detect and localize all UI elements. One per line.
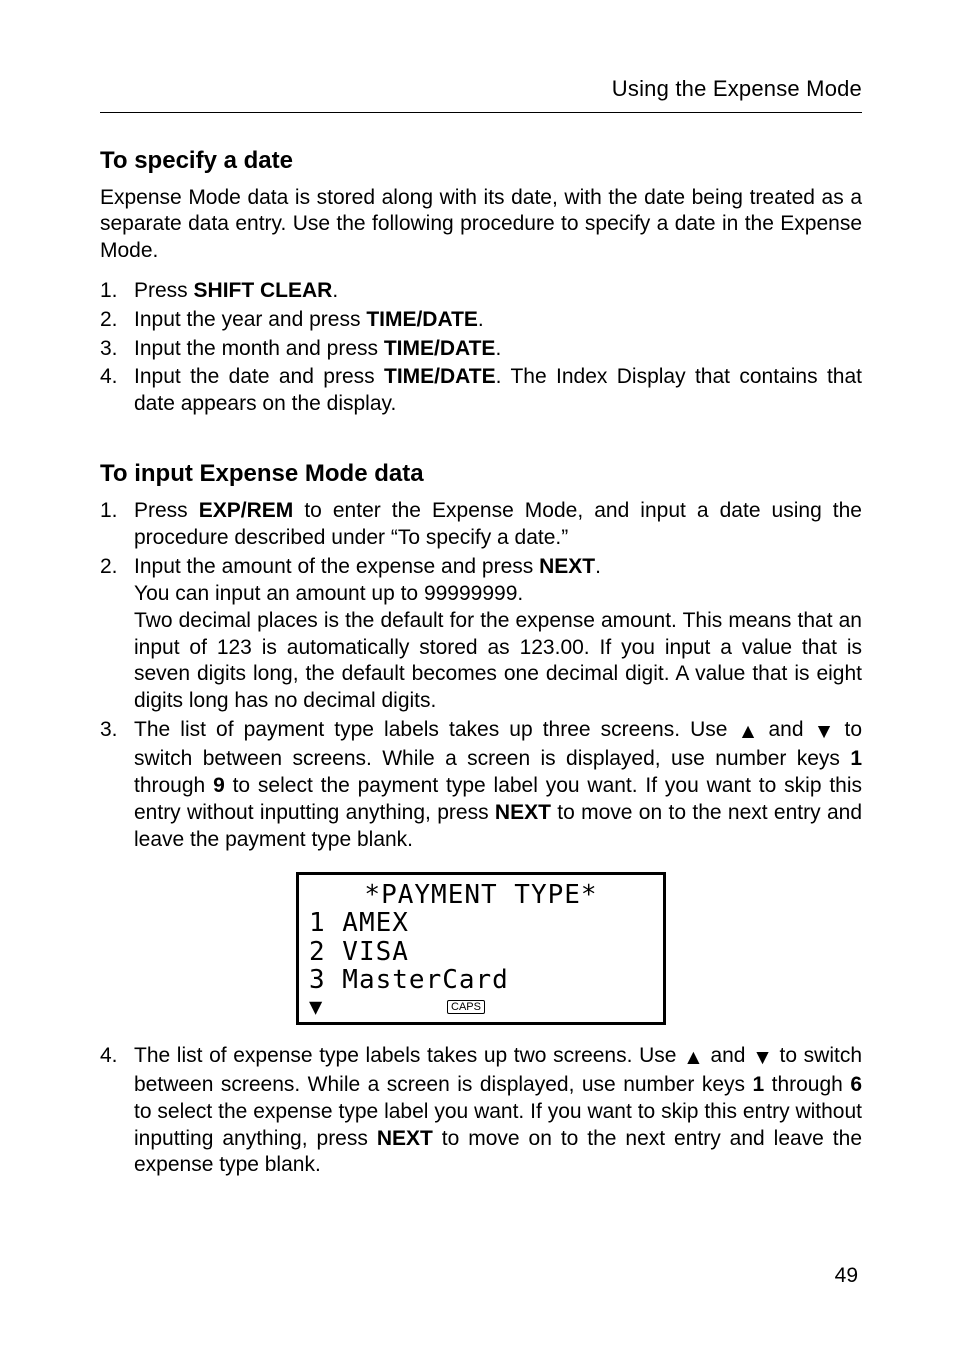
step-number: 2. [100,307,134,334]
step-1: 1. Press SHIFT CLEAR. [100,278,862,305]
step-text: Input the date and press TIME/DATE. The … [134,364,862,418]
lcd-row: 2 VISA [309,938,653,967]
lcd-title: *PAYMENT TYPE* [309,881,653,910]
step-text: Press EXP/REM to enter the Expense Mode,… [134,498,862,552]
down-arrow-icon: ▼ [752,1045,773,1072]
page: Using the Expense Mode To specify a date… [0,0,954,1346]
step-text: Input the amount of the expense and pres… [134,554,862,715]
down-arrow-icon: ▼ [309,995,337,1020]
step-number: 1. [100,498,134,552]
step-number: 4. [100,1043,134,1179]
lcd-screen: *PAYMENT TYPE* 1 AMEX 2 VISA 3 MasterCar… [296,872,666,1025]
lcd-row: 3 MasterCard [309,966,653,995]
step-number: 1. [100,278,134,305]
header-rule [100,112,862,113]
step-number: 4. [100,364,134,418]
section-heading-input-data: To input Expense Mode data [100,460,862,488]
step-2: 2. Input the amount of the expense and p… [100,554,862,715]
page-number: 49 [835,1264,858,1288]
step-text: Input the year and press TIME/DATE. [134,307,862,334]
lcd-bottom-row: ▼ CAPS [309,995,653,1020]
step-3: 3. The list of payment type labels takes… [100,717,862,853]
section-heading-specify-date: To specify a date [100,147,862,175]
step-4: 4. Input the date and press TIME/DATE. T… [100,364,862,418]
steps-input-data-cont: 4. The list of expense type labels takes… [100,1043,862,1179]
caps-indicator: CAPS [447,1000,485,1014]
intro-paragraph: Expense Mode data is stored along with i… [100,185,862,264]
step-number: 2. [100,554,134,715]
lcd-display-figure: *PAYMENT TYPE* 1 AMEX 2 VISA 3 MasterCar… [100,872,862,1025]
steps-specify-date: 1. Press SHIFT CLEAR. 2. Input the year … [100,278,862,418]
steps-input-data: 1. Press EXP/REM to enter the Expense Mo… [100,498,862,853]
step-number: 3. [100,336,134,363]
step-1: 1. Press EXP/REM to enter the Expense Mo… [100,498,862,552]
down-arrow-icon: ▼ [814,719,835,746]
step-3: 3. Input the month and press TIME/DATE. [100,336,862,363]
step-text: The list of expense type labels takes up… [134,1043,862,1179]
step-text: Press SHIFT CLEAR. [134,278,862,305]
running-header: Using the Expense Mode [100,76,862,102]
step-number: 3. [100,717,134,853]
up-arrow-icon: ▲ [683,1045,704,1072]
step-4: 4. The list of expense type labels takes… [100,1043,862,1179]
step-text: Input the month and press TIME/DATE. [134,336,862,363]
up-arrow-icon: ▲ [738,719,759,746]
step-text: The list of payment type labels takes up… [134,717,862,853]
lcd-row: 1 AMEX [309,909,653,938]
step-2: 2. Input the year and press TIME/DATE. [100,307,862,334]
